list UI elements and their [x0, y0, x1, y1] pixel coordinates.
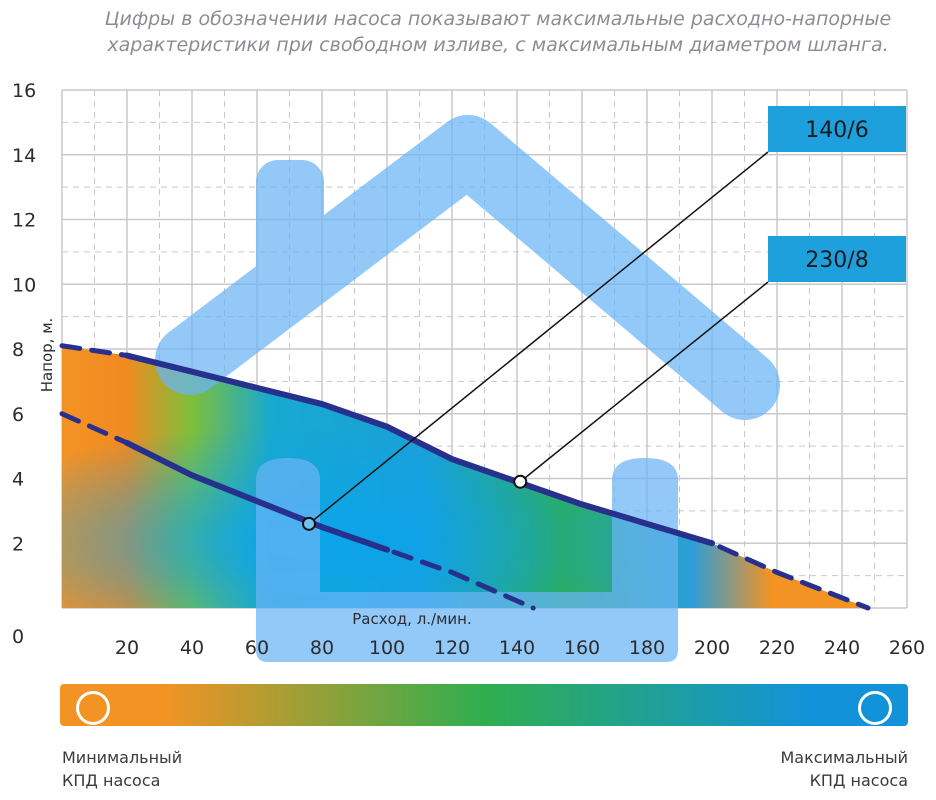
x-tick-label: 100: [369, 637, 405, 659]
series-tag-label: 140/6: [805, 118, 868, 143]
curves: [59, 343, 871, 611]
series-marker: [302, 516, 316, 531]
x-tick-label: 240: [824, 637, 860, 659]
y-tick-label: 12: [12, 210, 36, 232]
series-curve-230-8: [124, 352, 715, 547]
x-tick-label: 40: [180, 637, 204, 659]
efficiency-legend-bar: [60, 684, 908, 726]
x-tick-label: 220: [759, 637, 795, 659]
series-marker: [513, 474, 528, 489]
max-efficiency-label: Максимальный КПД насоса: [780, 748, 909, 790]
axis-ticks: 0 2 4 6 8 10 12 14 16 20 40 60 80 100 120 140 160 180 200 2…: [12, 80, 925, 659]
x-axis-title: Расход, л./мин.: [352, 610, 472, 628]
x-tick-label: 180: [629, 637, 665, 659]
series-tag: [768, 106, 906, 152]
max-efficiency-dot: [858, 691, 892, 725]
series-curve-140-6: [124, 439, 390, 553]
x-tick-label: 60: [245, 637, 269, 659]
y-tick-label: 0: [12, 626, 24, 648]
x-tick-label: 120: [434, 637, 470, 659]
y-tick-label: 10: [12, 274, 36, 296]
y-tick-label: 8: [12, 339, 24, 361]
series-labels: 140/6 230/8: [302, 106, 906, 531]
x-tick-label: 20: [115, 637, 139, 659]
leader-line: [308, 151, 769, 525]
series-tag-label: 230/8: [805, 248, 868, 273]
y-tick-label: 4: [12, 469, 24, 491]
x-tick-label: 140: [499, 637, 535, 659]
chart-caption: Цифры в обозначении насоса показывают ма…: [60, 6, 936, 58]
caption-line-2: характеристики при свободном изливе, с м…: [107, 34, 889, 56]
x-tick-label: 80: [310, 637, 334, 659]
min-efficiency-dot: [76, 691, 110, 725]
x-tick-label: 260: [889, 637, 925, 659]
pump-performance-chart: 140/6 230/8 0 2 4 6 8 10 12 14 16 20 40 60 80 100 120 14…: [12, 80, 925, 662]
house-chimney: [256, 160, 324, 310]
y-tick-label: 16: [12, 80, 36, 102]
x-tick-label: 160: [564, 637, 600, 659]
min-efficiency-label: Минимальный КПД насоса: [62, 748, 183, 790]
caption-line-1: Цифры в обозначении насоса показывают ма…: [104, 8, 892, 30]
y-axis-title: Напор, м.: [38, 318, 56, 393]
house-watermark: [155, 115, 780, 662]
y-tick-label: 6: [12, 404, 24, 426]
y-tick-label: 14: [12, 145, 36, 167]
series-tag: [768, 236, 906, 282]
y-tick-label: 2: [12, 533, 24, 555]
x-tick-label: 200: [694, 637, 730, 659]
house-body: [256, 458, 678, 662]
leader-line: [519, 281, 769, 483]
